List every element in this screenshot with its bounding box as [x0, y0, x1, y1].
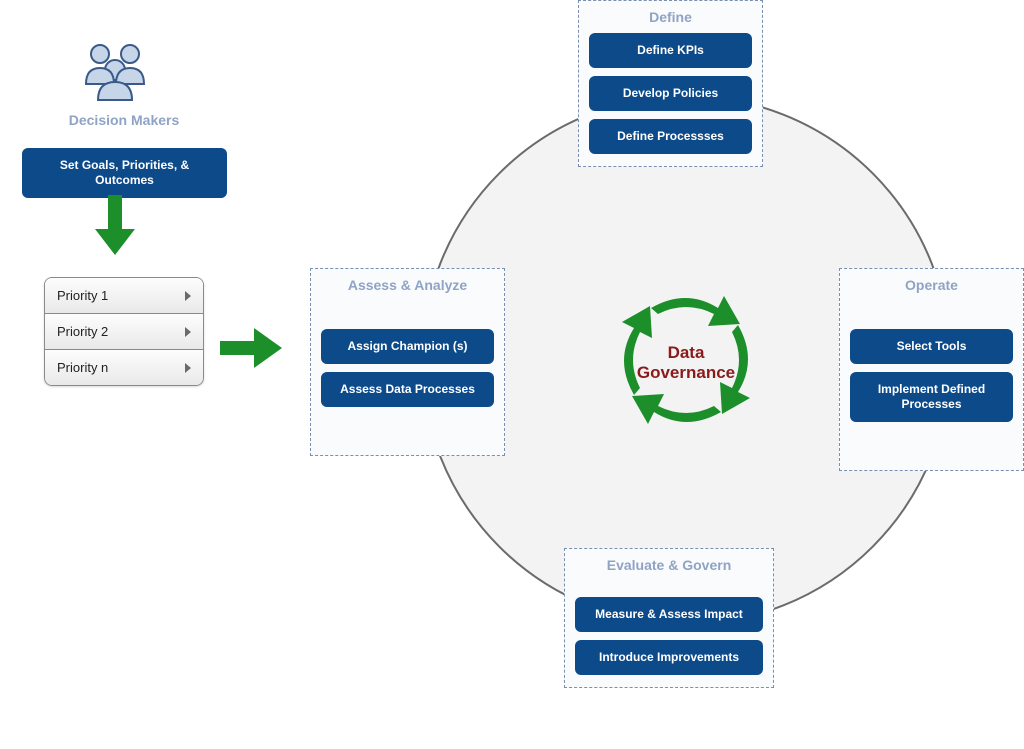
define-processes-pill: Define Processses [589, 119, 752, 154]
phase-define: Define Define KPIs Develop Policies Defi… [578, 0, 763, 167]
chevron-right-icon [185, 327, 191, 337]
phase-title: Define [589, 9, 752, 25]
set-goals-pill: Set Goals, Priorities, & Outcomes [22, 148, 227, 198]
measure-impact-pill: Measure & Assess Impact [575, 597, 763, 632]
phase-title: Operate [850, 277, 1013, 293]
implement-processes-pill: Implement Defined Processes [850, 372, 1013, 422]
arrow-right-icon [220, 328, 282, 368]
phase-title: Assess & Analyze [321, 277, 494, 293]
select-tools-pill: Select Tools [850, 329, 1013, 364]
people-icon [80, 40, 150, 102]
priority-label: Priority 1 [57, 288, 108, 303]
introduce-improvements-pill: Introduce Improvements [575, 640, 763, 675]
priority-label: Priority n [57, 360, 108, 375]
define-kpis-pill: Define KPIs [589, 33, 752, 68]
priority-label: Priority 2 [57, 324, 108, 339]
priority-item[interactable]: Priority n [45, 350, 203, 385]
priority-list: Priority 1 Priority 2 Priority n [44, 277, 204, 386]
assign-champion-pill: Assign Champion (s) [321, 329, 494, 364]
phase-title: Evaluate & Govern [575, 557, 763, 573]
phase-evaluate: Evaluate & Govern Measure & Assess Impac… [564, 548, 774, 688]
arrow-down-icon [95, 195, 135, 255]
center-line2: Governance [630, 363, 742, 383]
develop-policies-pill: Develop Policies [589, 76, 752, 111]
assess-data-pill: Assess Data Processes [321, 372, 494, 407]
chevron-right-icon [185, 363, 191, 373]
chevron-right-icon [185, 291, 191, 301]
phase-assess: Assess & Analyze Assign Champion (s) Ass… [310, 268, 505, 456]
decision-makers-label: Decision Makers [44, 112, 204, 128]
priority-item[interactable]: Priority 2 [45, 314, 203, 350]
center-label: Data Governance [630, 343, 742, 384]
center-line1: Data [630, 343, 742, 363]
priority-item[interactable]: Priority 1 [45, 278, 203, 314]
phase-operate: Operate Select Tools Implement Defined P… [839, 268, 1024, 471]
